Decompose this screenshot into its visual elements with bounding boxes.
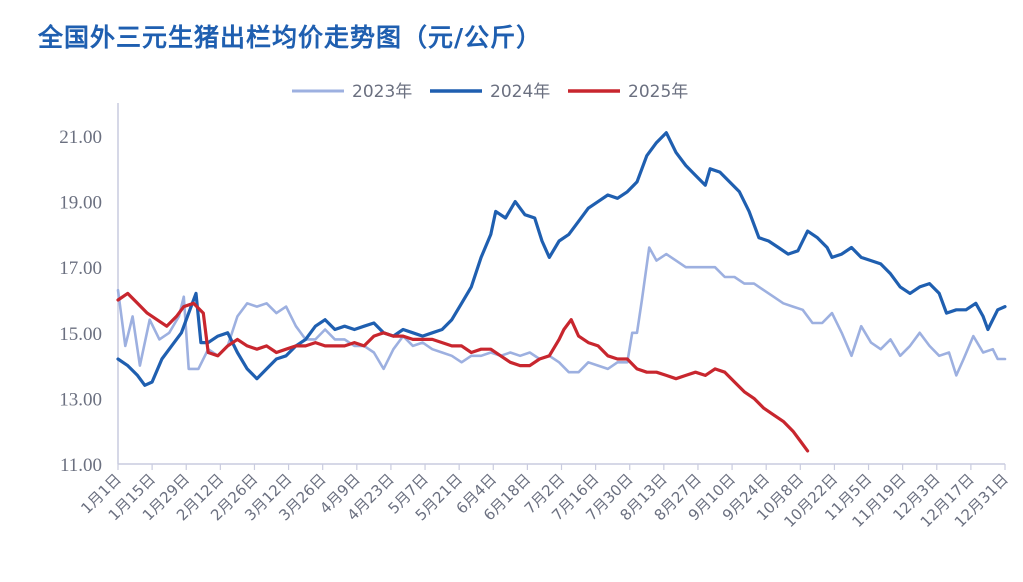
series-lines [116,131,1007,453]
y-tick-label: 13.00 [59,389,102,410]
y-tick-label: 17.00 [59,258,102,279]
chart-title: 全国外三元生猪出栏均价走势图（元/公斤） [38,23,543,52]
y-tick-label: 11.00 [60,455,102,476]
y-tick-label: 21.00 [59,127,102,148]
series-line-2023年 [116,246,1007,377]
y-tick-label: 19.00 [59,193,102,214]
legend-label: 2025年 [628,82,688,102]
y-tick-label: 15.00 [59,324,102,345]
series-line-2024年 [116,131,1007,387]
legend: 2023年 2024年 2025年 [292,82,688,102]
series-line-2025年 [116,291,810,453]
legend-label: 2024年 [490,82,550,102]
legend-label: 2023年 [352,82,412,102]
axes: 21.0019.0017.0015.0013.0011.001月1日1月15日1… [59,103,1012,531]
